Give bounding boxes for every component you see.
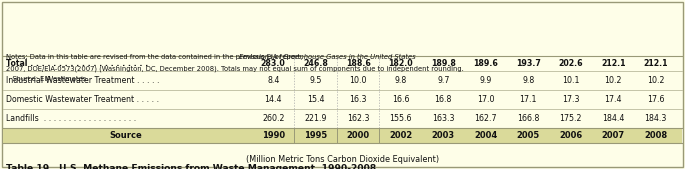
Text: 2003: 2003 bbox=[432, 131, 455, 140]
Text: 17.0: 17.0 bbox=[477, 95, 495, 104]
Text: 221.9: 221.9 bbox=[305, 114, 327, 123]
Text: 188.6: 188.6 bbox=[346, 59, 371, 68]
Text: 10.0: 10.0 bbox=[349, 76, 367, 85]
Text: 16.3: 16.3 bbox=[349, 95, 367, 104]
Text: 2006: 2006 bbox=[559, 131, 582, 140]
Text: 184.4: 184.4 bbox=[602, 114, 625, 123]
Text: Landfills  . . . . . . . . . . . . . . . . . . .: Landfills . . . . . . . . . . . . . . . … bbox=[6, 114, 136, 123]
Text: 9.9: 9.9 bbox=[479, 76, 492, 85]
Text: Domestic Wastewater Treatment . . . . .: Domestic Wastewater Treatment . . . . . bbox=[6, 95, 159, 104]
Text: 10.2: 10.2 bbox=[647, 76, 664, 85]
Text: 8.4: 8.4 bbox=[267, 76, 279, 85]
Text: 10.2: 10.2 bbox=[604, 76, 622, 85]
Text: 260.2: 260.2 bbox=[262, 114, 284, 123]
Text: 2004: 2004 bbox=[474, 131, 497, 140]
Text: 212.1: 212.1 bbox=[643, 59, 668, 68]
Text: 193.7: 193.7 bbox=[516, 59, 540, 68]
Text: 202.6: 202.6 bbox=[558, 59, 583, 68]
Text: Table 19.  U.S. Methane Emissions from Waste Management, 1990-2008: Table 19. U.S. Methane Emissions from Wa… bbox=[6, 164, 376, 169]
Text: 155.6: 155.6 bbox=[390, 114, 412, 123]
Text: 17.3: 17.3 bbox=[562, 95, 580, 104]
Text: 2008: 2008 bbox=[644, 131, 667, 140]
Text: 162.3: 162.3 bbox=[347, 114, 369, 123]
Text: 17.6: 17.6 bbox=[647, 95, 664, 104]
Text: (Million Metric Tons Carbon Dioxide Equivalent): (Million Metric Tons Carbon Dioxide Equi… bbox=[246, 155, 439, 164]
Bar bbox=[3, 128, 682, 143]
Text: 184.3: 184.3 bbox=[645, 114, 667, 123]
Text: 2007, DOE/EIA-0573(2007) (Washington, DC, December 2008). Totals may not equal s: 2007, DOE/EIA-0573(2007) (Washington, DC… bbox=[6, 65, 464, 71]
Text: 2007: 2007 bbox=[601, 131, 625, 140]
Text: 162.7: 162.7 bbox=[475, 114, 497, 123]
Text: Industrial Wastewater Treatment . . . . .: Industrial Wastewater Treatment . . . . … bbox=[6, 76, 160, 85]
Text: Total . . . . . . . . . . . . . . . . . . . . .: Total . . . . . . . . . . . . . . . . . … bbox=[6, 59, 148, 68]
Text: 14.4: 14.4 bbox=[264, 95, 282, 104]
Text: 189.8: 189.8 bbox=[431, 59, 456, 68]
Text: Source: Source bbox=[110, 131, 142, 140]
Text: 1995: 1995 bbox=[304, 131, 327, 140]
Text: 175.2: 175.2 bbox=[560, 114, 582, 123]
Text: 283.0: 283.0 bbox=[261, 59, 286, 68]
Text: 9.5: 9.5 bbox=[310, 76, 322, 85]
Text: 163.3: 163.3 bbox=[432, 114, 455, 123]
Text: 212.1: 212.1 bbox=[601, 59, 625, 68]
Text: 9.8: 9.8 bbox=[522, 76, 534, 85]
Text: 2002: 2002 bbox=[389, 131, 412, 140]
Text: Emissions of Greenhouse Gases in the United States: Emissions of Greenhouse Gases in the Uni… bbox=[238, 54, 415, 60]
Text: 182.0: 182.0 bbox=[388, 59, 413, 68]
Text: 2000: 2000 bbox=[347, 131, 370, 140]
Text: 10.1: 10.1 bbox=[562, 76, 580, 85]
Text: 17.1: 17.1 bbox=[519, 95, 537, 104]
Text: 189.6: 189.6 bbox=[473, 59, 498, 68]
Text: 2005: 2005 bbox=[516, 131, 540, 140]
Text: 15.4: 15.4 bbox=[307, 95, 325, 104]
Text: 1990: 1990 bbox=[262, 131, 285, 140]
Text: 16.6: 16.6 bbox=[392, 95, 410, 104]
Text: Source: EIA estimates.: Source: EIA estimates. bbox=[6, 76, 88, 82]
Text: 166.8: 166.8 bbox=[517, 114, 539, 123]
Text: 9.7: 9.7 bbox=[437, 76, 449, 85]
Text: 246.8: 246.8 bbox=[303, 59, 328, 68]
Text: 17.4: 17.4 bbox=[604, 95, 622, 104]
Text: Notes: Data in this table are revised from the data contained in the previous EI: Notes: Data in this table are revised fr… bbox=[6, 54, 305, 60]
Text: 16.8: 16.8 bbox=[434, 95, 452, 104]
Text: 9.8: 9.8 bbox=[395, 76, 407, 85]
